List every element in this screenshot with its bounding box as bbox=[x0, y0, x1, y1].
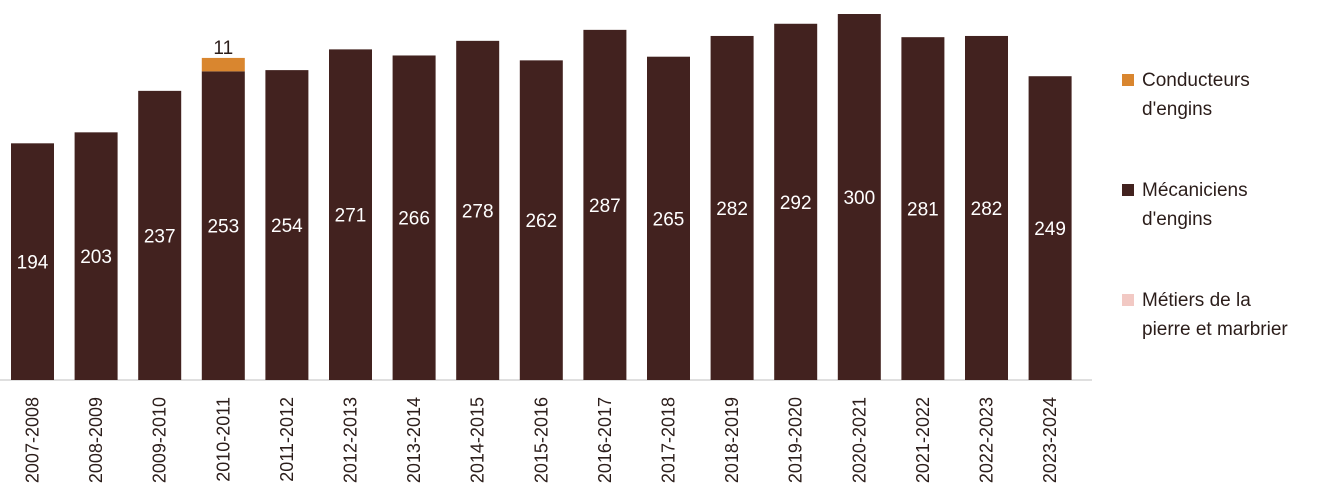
bar-label-mecaniciens-2019-2020: 292 bbox=[780, 193, 812, 214]
bar-label-mecaniciens-2022-2023: 282 bbox=[971, 199, 1003, 220]
x-tick-label-2013-2014: 2013-2014 bbox=[404, 397, 424, 483]
legend-item-metiers-pierre: Métiers de la pierre et marbrier bbox=[1122, 286, 1327, 344]
x-tick-label-2014-2015: 2014-2015 bbox=[468, 397, 488, 483]
bar-label-mecaniciens-2009-2010: 237 bbox=[144, 226, 176, 247]
x-tick-label-2016-2017: 2016-2017 bbox=[595, 397, 615, 483]
bar-label-mecaniciens-2007-2008: 194 bbox=[17, 253, 49, 274]
x-tick-label-2017-2018: 2017-2018 bbox=[659, 397, 679, 483]
bar-label-mecaniciens-2016-2017: 287 bbox=[589, 196, 621, 217]
legend-swatch-mecaniciens bbox=[1122, 184, 1134, 196]
bar-mecaniciens-2013-2014 bbox=[392, 55, 436, 380]
x-tick-label-2012-2013: 2012-2013 bbox=[341, 397, 361, 483]
bar-label-mecaniciens-2017-2018: 265 bbox=[653, 209, 685, 230]
bar-mecaniciens-2018-2019 bbox=[710, 35, 754, 381]
x-tick-label-2011-2012: 2011-2012 bbox=[277, 397, 297, 482]
bar-mecaniciens-2007-2008 bbox=[11, 143, 54, 380]
bar-label-mecaniciens-2023-2024: 249 bbox=[1034, 219, 1066, 240]
legend-label-mecaniciens: Mécaniciens d'engins bbox=[1142, 180, 1248, 230]
bar-label-mecaniciens-2008-2009: 203 bbox=[80, 247, 112, 268]
legend-label-metiers-pierre: Métiers de la pierre et marbrier bbox=[1142, 290, 1288, 340]
bar-mecaniciens-2022-2023 bbox=[965, 35, 1008, 381]
bar-mecaniciens-2016-2017 bbox=[583, 29, 627, 381]
bar-mecaniciens-2019-2020 bbox=[774, 23, 818, 380]
bar-label-conducteurs-2010-2011: 11 bbox=[213, 38, 233, 59]
bar-mecaniciens-2012-2013 bbox=[329, 49, 372, 380]
x-tick-label-2010-2011: 2010-2011 bbox=[213, 397, 233, 482]
x-tick-label-2019-2020: 2019-2020 bbox=[786, 397, 806, 483]
legend: Conducteurs d'engins Mécaniciens d'engin… bbox=[1122, 66, 1327, 396]
bar-label-mecaniciens-2012-2013: 271 bbox=[335, 206, 367, 227]
bar-mecaniciens-2008-2009 bbox=[74, 132, 118, 380]
bar-mecaniciens-2010-2011 bbox=[201, 71, 245, 380]
x-tick-label-2007-2008: 2007-2008 bbox=[23, 397, 43, 483]
bar-label-mecaniciens-2011-2012: 254 bbox=[271, 216, 303, 237]
bar-label-mecaniciens-2018-2019: 282 bbox=[716, 199, 748, 220]
bar-mecaniciens-2009-2010 bbox=[138, 90, 182, 381]
x-tick-label-2022-2023: 2022-2023 bbox=[977, 397, 997, 483]
x-tick-label-2021-2022: 2021-2022 bbox=[913, 397, 933, 483]
bar-conducteurs-2010-2011 bbox=[201, 57, 245, 72]
bar-mecaniciens-2020-2021 bbox=[837, 14, 881, 380]
x-tick-label-2008-2009: 2008-2009 bbox=[86, 397, 106, 483]
x-tick-label-2023-2024: 2023-2024 bbox=[1040, 397, 1060, 483]
x-tick-label-2009-2010: 2009-2010 bbox=[150, 397, 170, 483]
legend-label-conducteurs: Conducteurs d'engins bbox=[1142, 70, 1250, 120]
bar-label-mecaniciens-2021-2022: 281 bbox=[907, 200, 939, 221]
bar-chart: 194 2007-2008 203 2008-2009 237 2009-2010 253 1… bbox=[0, 14, 1092, 483]
bar-mecaniciens-2015-2016 bbox=[519, 60, 563, 381]
legend-swatch-conducteurs bbox=[1122, 74, 1134, 86]
bar-label-mecaniciens-2014-2015: 278 bbox=[462, 201, 494, 222]
bar-mecaniciens-2017-2018 bbox=[647, 56, 690, 380]
x-tick-label-2018-2019: 2018-2019 bbox=[722, 397, 742, 483]
bar-mecaniciens-2014-2015 bbox=[456, 40, 500, 381]
bar-mecaniciens-2023-2024 bbox=[1028, 76, 1072, 380]
x-tick-label-2015-2016: 2015-2016 bbox=[531, 397, 551, 483]
bar-mecaniciens-2021-2022 bbox=[901, 37, 945, 381]
legend-item-mecaniciens: Mécaniciens d'engins bbox=[1122, 176, 1327, 234]
legend-item-conducteurs: Conducteurs d'engins bbox=[1122, 66, 1327, 124]
bar-label-mecaniciens-2010-2011: 253 bbox=[207, 217, 239, 238]
bar-label-mecaniciens-2015-2016: 262 bbox=[525, 211, 557, 232]
legend-swatch-metiers-pierre bbox=[1122, 294, 1134, 306]
bar-mecaniciens-2011-2012 bbox=[265, 70, 309, 381]
bar-label-mecaniciens-2020-2021: 300 bbox=[843, 188, 875, 209]
bar-label-mecaniciens-2013-2014: 266 bbox=[398, 209, 430, 230]
x-tick-label-2020-2021: 2020-2021 bbox=[849, 397, 869, 483]
